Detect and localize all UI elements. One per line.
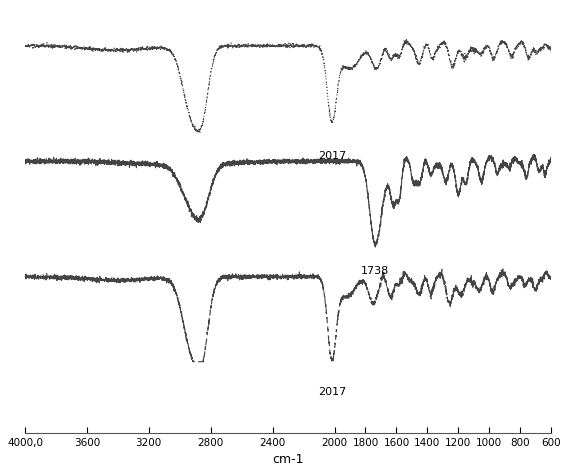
Text: 2017: 2017 [318,151,346,161]
Text: 2017: 2017 [318,387,346,397]
Text: 1738: 1738 [361,266,389,276]
X-axis label: cm-1: cm-1 [272,453,304,466]
